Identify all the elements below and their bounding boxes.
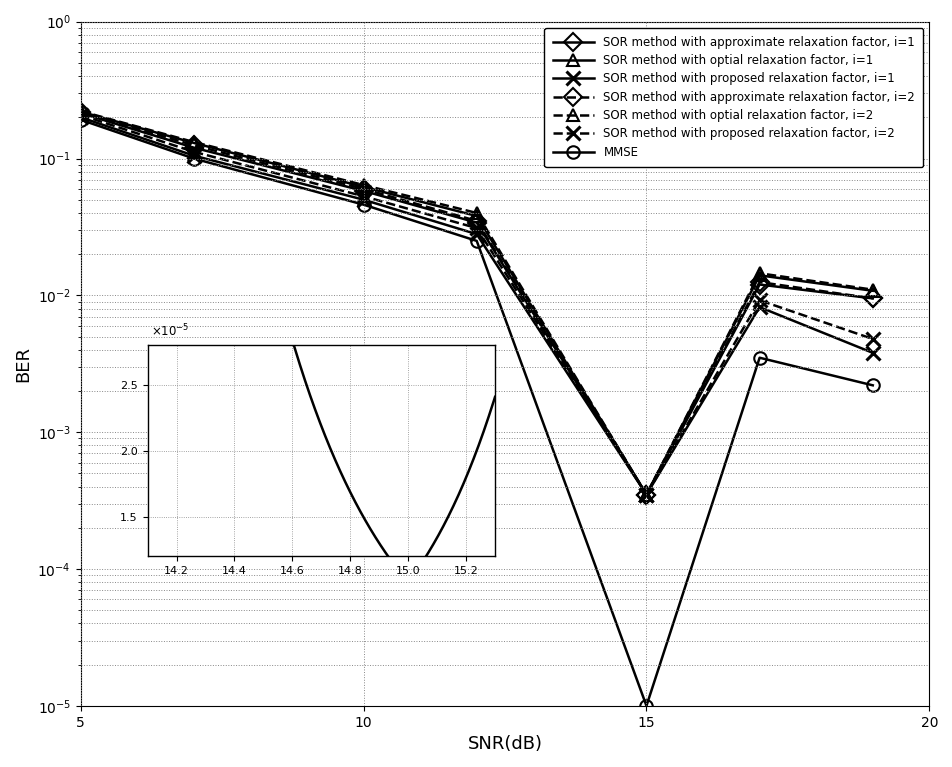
SOR method with approximate relaxation factor, i=2 (641, 490, 652, 499)
MMSE (471, 236, 483, 245)
Line: SOR method with approximate relaxation factor, i=2: SOR method with approximate relaxation f… (74, 106, 879, 501)
SOR method with proposed relaxation factor, i=1 (641, 490, 652, 499)
SOR method with approximate relaxation factor, i=2 (471, 216, 483, 225)
MMSE (754, 353, 765, 362)
SOR method with proposed relaxation factor, i=1 (75, 113, 87, 122)
SOR method with optial relaxation factor, i=1 (641, 490, 652, 499)
SOR method with proposed relaxation factor, i=1 (358, 195, 369, 204)
X-axis label: SNR(dB): SNR(dB) (467, 735, 543, 753)
MMSE (641, 701, 652, 710)
SOR method with optial relaxation factor, i=2 (471, 209, 483, 218)
SOR method with approximate relaxation factor, i=1 (75, 108, 87, 117)
SOR method with proposed relaxation factor, i=2 (358, 192, 369, 201)
SOR method with approximate relaxation factor, i=2 (754, 278, 765, 287)
Line: SOR method with proposed relaxation factor, i=1: SOR method with proposed relaxation fact… (73, 110, 880, 502)
SOR method with optial relaxation factor, i=1 (188, 138, 200, 147)
SOR method with proposed relaxation factor, i=1 (754, 302, 765, 311)
SOR method with optial relaxation factor, i=1 (358, 183, 369, 192)
MMSE (867, 380, 879, 390)
SOR method with proposed relaxation factor, i=1 (867, 348, 879, 357)
SOR method with proposed relaxation factor, i=2 (471, 223, 483, 232)
Line: SOR method with optial relaxation factor, i=1: SOR method with optial relaxation factor… (74, 105, 879, 501)
Line: SOR method with proposed relaxation factor, i=2: SOR method with proposed relaxation fact… (73, 108, 880, 502)
SOR method with approximate relaxation factor, i=1 (867, 294, 879, 303)
SOR method with approximate relaxation factor, i=1 (754, 280, 765, 289)
MMSE (188, 154, 200, 163)
Line: SOR method with approximate relaxation factor, i=1: SOR method with approximate relaxation f… (74, 107, 879, 501)
SOR method with optial relaxation factor, i=2 (358, 180, 369, 189)
SOR method with approximate relaxation factor, i=2 (188, 140, 200, 150)
MMSE (75, 115, 87, 124)
SOR method with optial relaxation factor, i=1 (471, 212, 483, 221)
Line: SOR method with optial relaxation factor, i=2: SOR method with optial relaxation factor… (74, 105, 879, 501)
SOR method with proposed relaxation factor, i=2 (641, 490, 652, 499)
SOR method with approximate relaxation factor, i=2 (75, 107, 87, 117)
SOR method with approximate relaxation factor, i=1 (358, 186, 369, 196)
SOR method with approximate relaxation factor, i=1 (641, 490, 652, 499)
SOR method with approximate relaxation factor, i=1 (188, 143, 200, 153)
SOR method with approximate relaxation factor, i=2 (867, 294, 879, 303)
SOR method with optial relaxation factor, i=2 (754, 268, 765, 278)
SOR method with optial relaxation factor, i=2 (75, 107, 87, 116)
SOR method with proposed relaxation factor, i=2 (754, 296, 765, 305)
SOR method with proposed relaxation factor, i=1 (188, 151, 200, 160)
Text: $\times 10^{-5}$: $\times 10^{-5}$ (151, 322, 189, 339)
SOR method with optial relaxation factor, i=2 (867, 285, 879, 295)
Line: MMSE: MMSE (74, 114, 879, 712)
MMSE (358, 200, 369, 209)
SOR method with optial relaxation factor, i=1 (754, 271, 765, 280)
SOR method with optial relaxation factor, i=1 (75, 107, 87, 117)
SOR method with approximate relaxation factor, i=1 (471, 218, 483, 227)
SOR method with proposed relaxation factor, i=2 (188, 147, 200, 156)
SOR method with proposed relaxation factor, i=2 (75, 110, 87, 120)
SOR method with optial relaxation factor, i=2 (188, 137, 200, 146)
SOR method with proposed relaxation factor, i=2 (867, 334, 879, 344)
SOR method with proposed relaxation factor, i=1 (471, 229, 483, 239)
Legend: SOR method with approximate relaxation factor, i=1, SOR method with optial relax: SOR method with approximate relaxation f… (545, 28, 923, 167)
SOR method with optial relaxation factor, i=2 (641, 490, 652, 499)
SOR method with approximate relaxation factor, i=2 (358, 184, 369, 193)
SOR method with optial relaxation factor, i=1 (867, 286, 879, 295)
Y-axis label: BER: BER (14, 346, 31, 382)
